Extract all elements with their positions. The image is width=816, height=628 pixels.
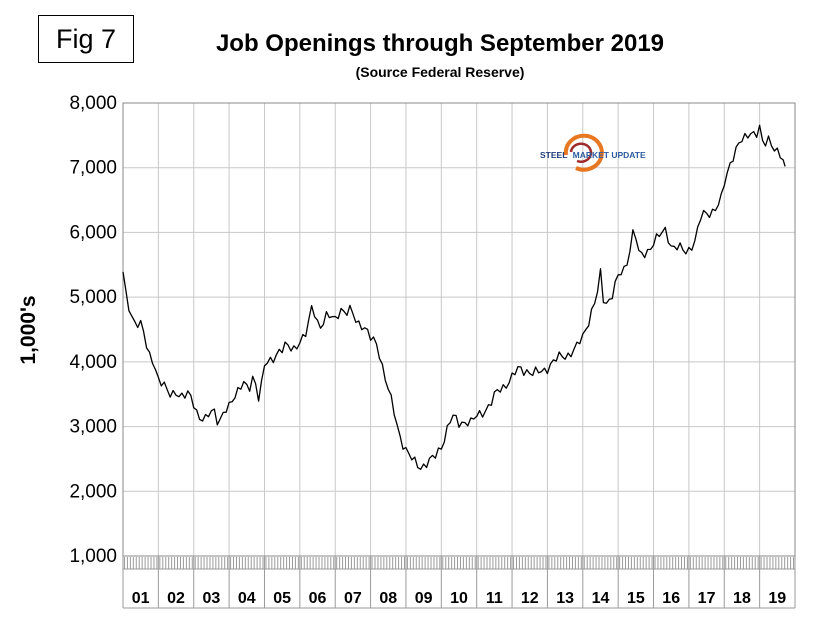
x-tick-label: 08 <box>379 590 397 607</box>
year-label-grid <box>122 556 796 609</box>
y-tick-label: 8,000 <box>69 93 117 114</box>
x-tick-label: 18 <box>733 590 751 607</box>
series-line-job-openings <box>122 124 786 470</box>
x-tick-label: 06 <box>309 590 327 607</box>
x-tick-label: 05 <box>273 590 291 607</box>
x-tick-label: 19 <box>768 590 786 607</box>
y-tick-label: 4,000 <box>69 352 117 373</box>
x-tick-label: 01 <box>132 590 150 607</box>
y-tick-label: 2,000 <box>69 481 117 502</box>
x-axis-minor-ticks <box>123 557 795 569</box>
figure-label: Fig 7 <box>38 15 134 63</box>
x-tick-label: 04 <box>238 590 256 607</box>
chart-title: Job Openings through September 2019 <box>215 30 665 57</box>
x-tick-label: 17 <box>698 590 716 607</box>
y-tick-label: 7,000 <box>69 158 117 179</box>
x-tick-label: 14 <box>592 590 610 607</box>
y-tick-label: 1,000 <box>69 546 117 567</box>
logo-text-secondary: MARKET UPDATE <box>573 150 646 160</box>
x-tick-label: 16 <box>662 590 680 607</box>
y-axis-tick-labels: 1,000 2,000 3,000 4,000 5,000 6,000 7,000 8,000 <box>69 93 117 567</box>
x-axis-year-labels: 01 02 03 04 05 06 07 08 09 10 11 12 13 14 15 16 17 18 19 <box>132 590 787 607</box>
y-axis-title: 1,000's <box>17 295 40 364</box>
logo-swoosh-icon <box>563 133 604 172</box>
x-tick-label: 13 <box>556 590 574 607</box>
x-tick-label: 10 <box>450 590 468 607</box>
x-tick-label: 02 <box>167 590 185 607</box>
x-tick-label: 09 <box>415 590 433 607</box>
y-tick-label: 3,000 <box>69 417 117 438</box>
x-tick-label: 03 <box>203 590 221 607</box>
logo-text-primary: STEEL <box>540 150 567 160</box>
gridlines <box>123 102 795 557</box>
x-tick-label: 15 <box>627 590 645 607</box>
y-tick-label: 5,000 <box>69 287 117 308</box>
x-tick-label: 11 <box>486 590 503 607</box>
logo-swoosh-inner-icon <box>569 142 593 163</box>
y-tick-label: 6,000 <box>69 222 117 243</box>
svg-text:STEEL MARKET UPDATE: STEEL MARKET UPDATE <box>540 150 646 160</box>
steel-market-update-logo: STEEL MARKET UPDATE <box>540 133 646 172</box>
chart-subtitle: (Source Federal Reserve) <box>355 64 525 80</box>
x-tick-label: 12 <box>521 590 539 607</box>
plot-area-frame <box>122 102 796 557</box>
x-tick-label: 07 <box>344 590 362 607</box>
